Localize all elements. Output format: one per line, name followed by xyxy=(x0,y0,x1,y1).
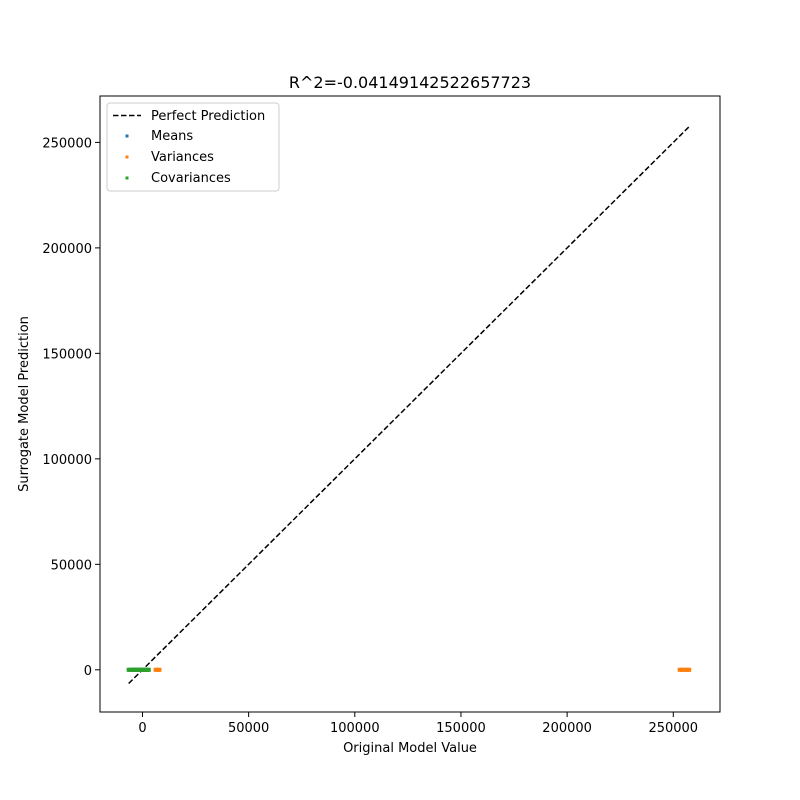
y-axis-ticks: 0 50000 100000 150000 200000 250000 xyxy=(42,136,100,679)
variances-point xyxy=(677,667,682,672)
x-tick-label: 200000 xyxy=(542,721,592,736)
x-axis-label: Original Model Value xyxy=(343,741,477,756)
y-axis-label: Surrogate Model Prediction xyxy=(17,316,32,492)
chart-title: R^2=-0.04149142522657723 xyxy=(289,73,531,92)
y-tick-label: 0 xyxy=(84,664,92,679)
legend-means-swatch xyxy=(125,134,129,138)
legend-variances-swatch xyxy=(125,155,129,159)
legend-variances-label: Variances xyxy=(151,150,214,165)
y-tick-label: 50000 xyxy=(51,558,92,573)
variances-point xyxy=(157,667,162,672)
x-tick-label: 250000 xyxy=(648,721,698,736)
legend-frame xyxy=(106,102,280,192)
legend-perfect-prediction-label: Perfect Prediction xyxy=(151,109,265,124)
y-tick-label: 250000 xyxy=(42,136,92,151)
y-tick-label: 200000 xyxy=(42,242,92,257)
x-tick-label: 100000 xyxy=(330,721,380,736)
x-axis-ticks: 0 50000 100000 150000 200000 250000 xyxy=(138,712,698,736)
plot-marks xyxy=(126,126,692,685)
legend-covariances-swatch xyxy=(125,176,129,180)
covariances-point xyxy=(146,667,151,672)
x-tick-label: 0 xyxy=(138,721,146,736)
x-tick-label: 50000 xyxy=(228,721,269,736)
legend-covariances-label: Covariances xyxy=(151,171,231,186)
perfect-prediction-line xyxy=(128,126,690,685)
legend: Perfect Prediction Means Variances Covar… xyxy=(106,102,280,192)
x-tick-label: 150000 xyxy=(436,721,486,736)
y-tick-label: 100000 xyxy=(42,453,92,468)
legend-means-label: Means xyxy=(151,129,193,144)
plot-frame xyxy=(99,95,721,713)
variances-point xyxy=(687,667,692,672)
y-tick-label: 150000 xyxy=(42,347,92,362)
